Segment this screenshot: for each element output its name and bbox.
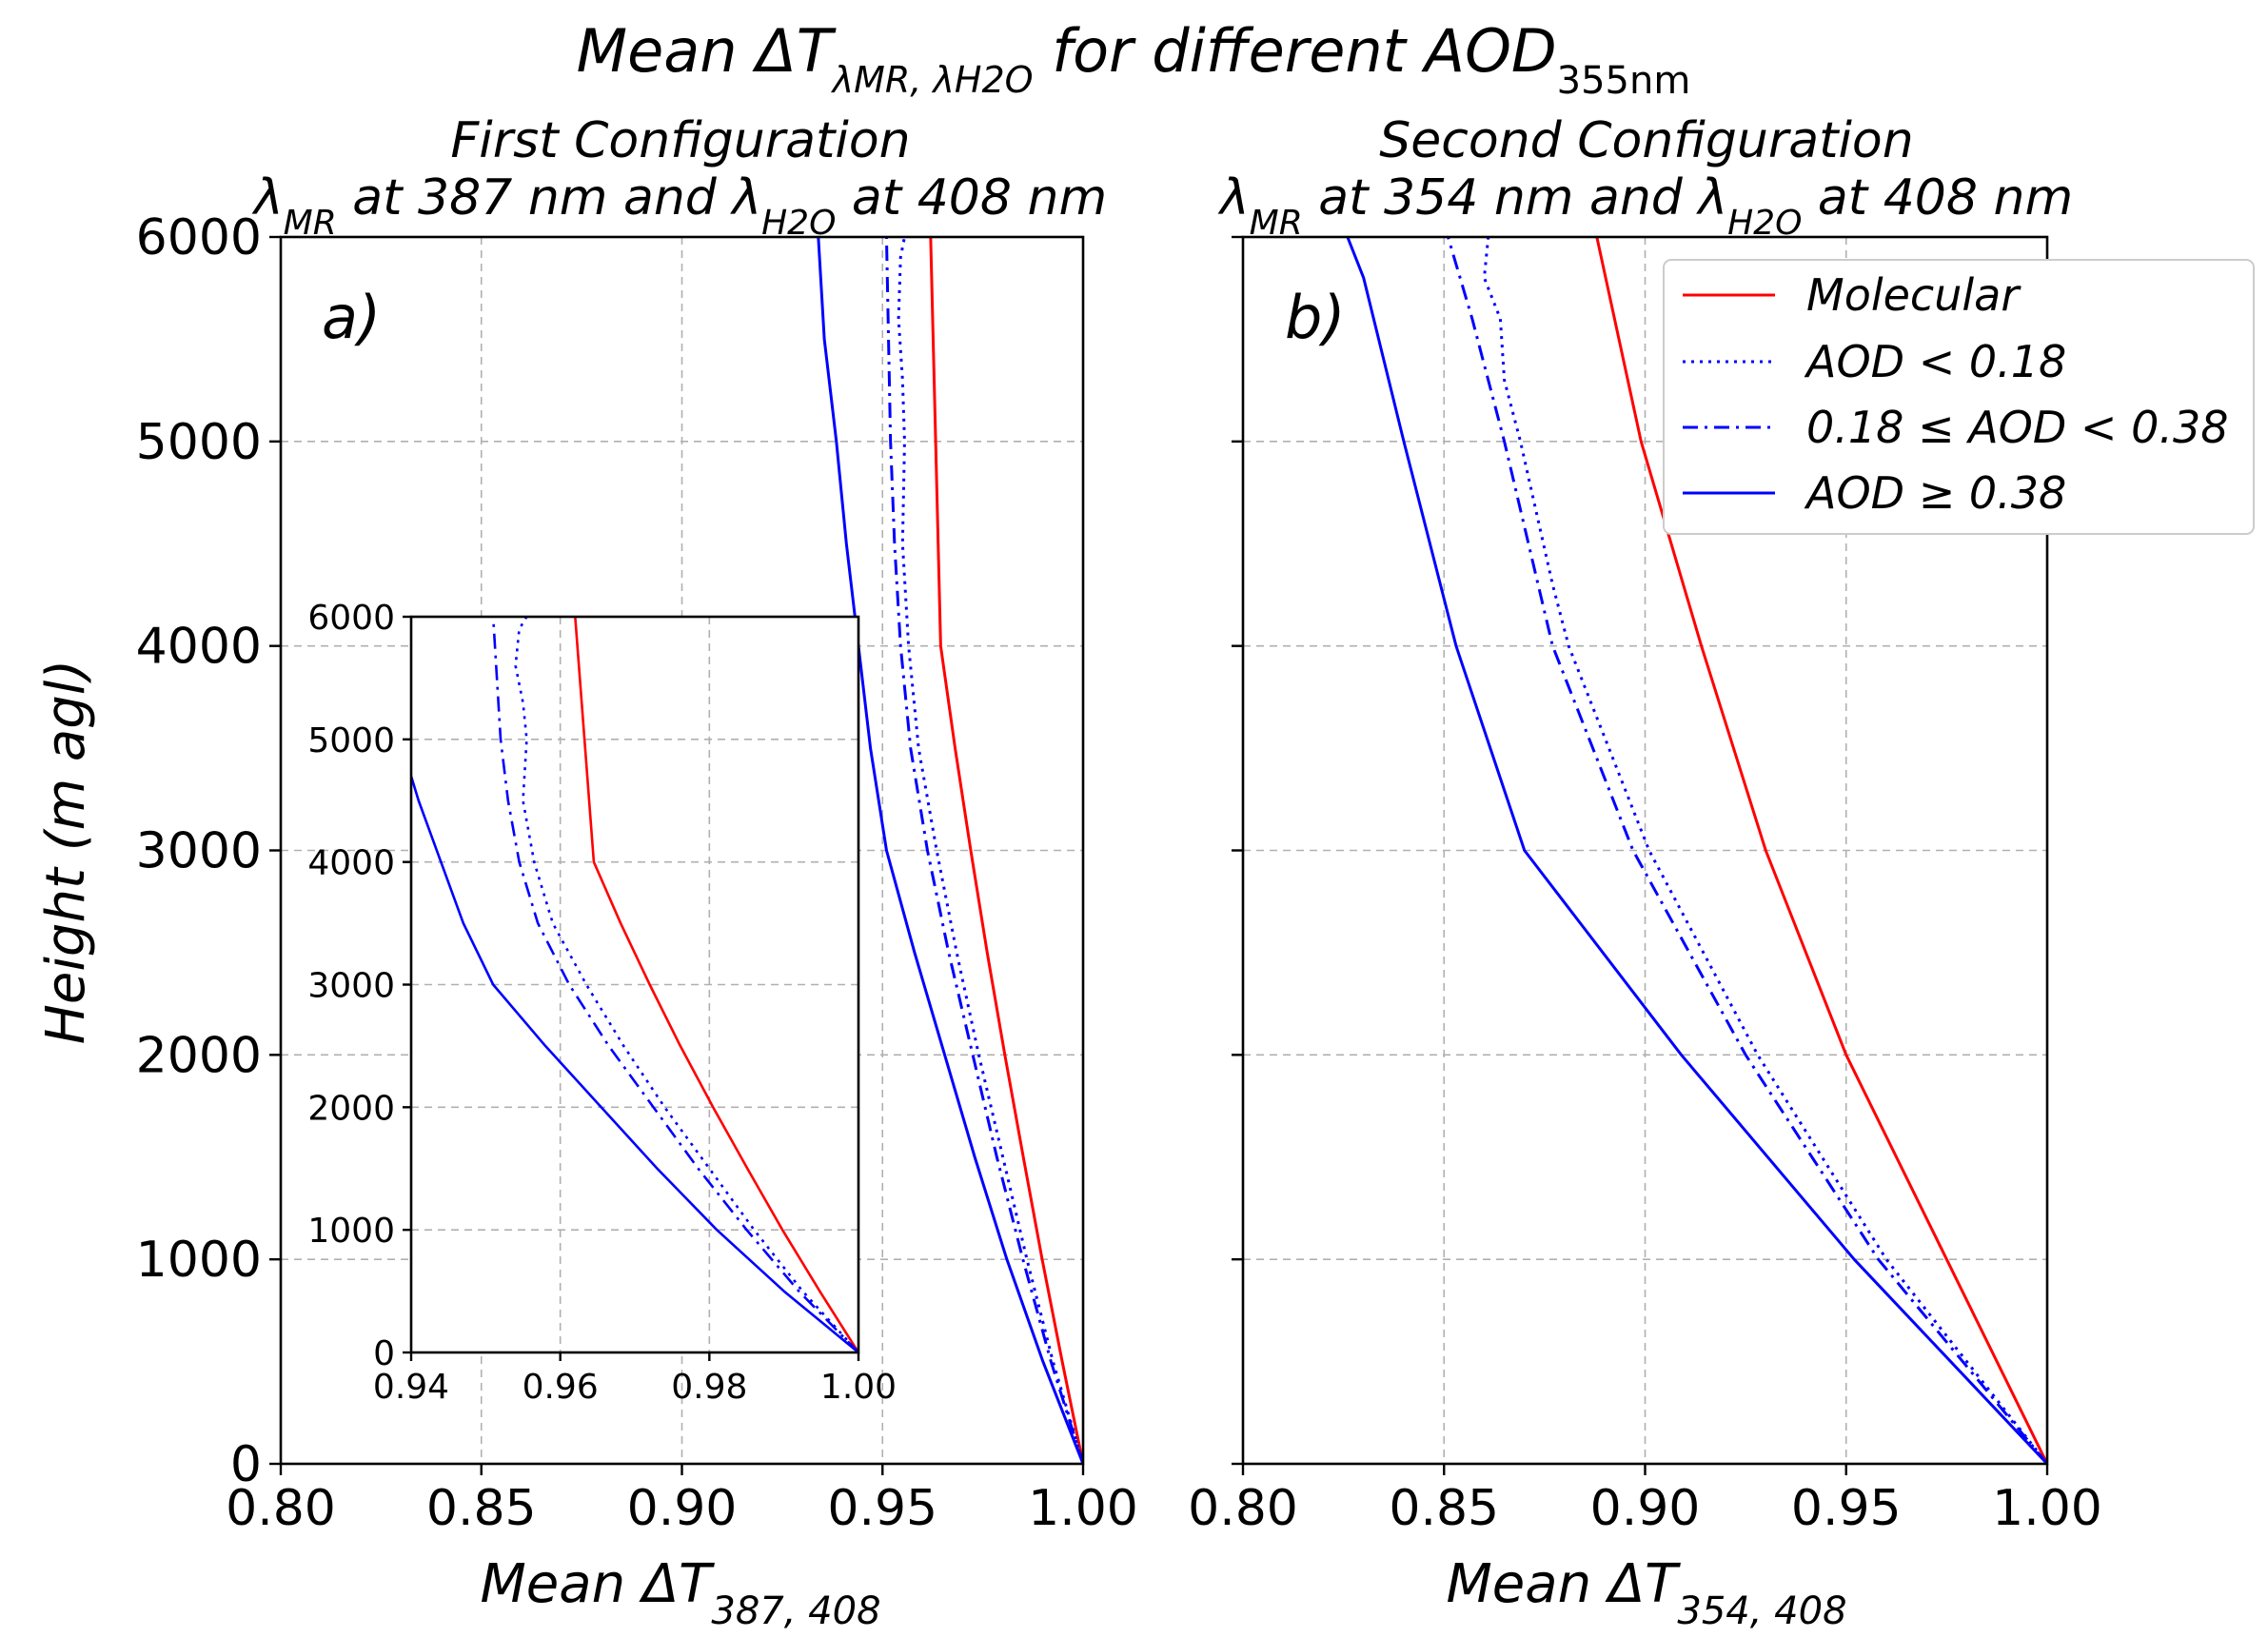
panel-b-xtick-label-3: 0.95 — [1791, 1480, 1902, 1537]
inset-xtick-label-3: 1.00 — [820, 1368, 897, 1407]
inset-xtick-label-1: 0.96 — [523, 1368, 599, 1407]
inset-ytick-label-5: 5000 — [307, 721, 395, 760]
panel-a-xtick-label-3: 0.95 — [827, 1480, 937, 1537]
panel-a-x-axis-label: Mean ΔT387, 408 — [480, 1553, 880, 1633]
inset-ytick-label-4: 4000 — [307, 844, 395, 883]
inset-ytick-label-0: 0 — [373, 1334, 395, 1373]
panel-a-chart: 0.80 0.85 0.90 0.95 1.00 0 1000 2000 3000 4000 500… — [136, 209, 1138, 1537]
inset-ytick-label-2: 2000 — [307, 1089, 395, 1128]
inset-series-0-18-aod-0-38-2 — [491, 617, 858, 1352]
inset-series-molecular-0 — [574, 617, 858, 1352]
panel-a-letter: a) — [322, 283, 381, 352]
panel-a-frame — [279, 235, 1085, 1466]
panel-a-xtick-label-1: 0.85 — [426, 1480, 537, 1537]
panel-a-inset-chart: 0.94 0.96 0.98 1.00 0 1000 2000 3000 4000 5000 600… — [307, 599, 897, 1407]
legend-label-aod-high: AOD ≥ 0.38 — [1804, 467, 2066, 519]
inset-xtick-label-0: 0.94 — [373, 1368, 449, 1407]
panel-b-letter: b) — [1285, 283, 1346, 352]
inset-ytick-label-6: 6000 — [307, 599, 395, 638]
panel-a-ytick-label-3: 3000 — [136, 823, 262, 880]
panel-a-ytick-label-5: 5000 — [136, 414, 262, 471]
legend-label-molecular: Molecular — [1806, 269, 2021, 321]
legend: Molecular AOD < 0.18 0.18 ≤ AOD < 0.38 A… — [1663, 259, 2255, 535]
inset-series-aod-0-38-3 — [411, 772, 858, 1352]
panel-b-frame — [1241, 235, 2049, 1466]
panel-b-title-line2: λMR at 354 nm and λH2O at 408 nm — [1217, 169, 2073, 243]
legend-label-aod-low: AOD < 0.18 — [1804, 336, 2066, 387]
panel-a-series-0-18-aod-0-38-2 — [884, 237, 1083, 1464]
inset-ytick-label-3: 3000 — [307, 967, 395, 1006]
panel-a-ytick-label-6: 6000 — [136, 209, 262, 266]
panel-a-title-line2: λMR at 387 nm and λH2O at 408 nm — [251, 169, 1107, 243]
panel-b-series-molecular-0 — [1595, 237, 2047, 1464]
panel-a-series-aod-0-38-3 — [817, 237, 1083, 1464]
panel-a-xtick-label-2: 0.90 — [627, 1480, 738, 1537]
panel-b-series-aod-0-38-3 — [1346, 237, 2047, 1464]
panel-b-xtick-label-2: 0.90 — [1590, 1480, 1701, 1537]
inset-xtick-label-2: 0.98 — [671, 1368, 747, 1407]
panel-a-series-molecular-0 — [929, 237, 1083, 1464]
inset-background — [411, 617, 858, 1352]
panel-b-series-0-18-aod-0-38-2 — [1447, 237, 2047, 1464]
panel-a-ytick-label-0: 0 — [230, 1436, 262, 1493]
inset-ytick-label-1: 1000 — [307, 1212, 395, 1251]
panel-a-xtick-label-4: 1.00 — [1028, 1480, 1138, 1537]
panel-b-xtick-label-0: 0.80 — [1188, 1480, 1298, 1537]
legend-label-aod-mid: 0.18 ≤ AOD < 0.38 — [1806, 402, 2229, 453]
inset-frame — [409, 615, 860, 1354]
panel-b-title-line1: Second Configuration — [1379, 112, 1913, 169]
panel-b-series-aod-0-18-1 — [1483, 237, 2047, 1464]
panel-b-chart: 0.80 0.85 0.90 0.95 1.00 — [1188, 235, 2102, 1537]
y-axis-label: Height (m agl) — [35, 660, 97, 1044]
panel-b-xtick-label-1: 0.85 — [1389, 1480, 1499, 1537]
panel-a-ytick-label-4: 4000 — [136, 619, 262, 676]
panel-a-title-line1: First Configuration — [450, 112, 910, 169]
panel-a-ytick-label-2: 2000 — [136, 1027, 262, 1084]
panel-a-xtick-label-0: 0.80 — [226, 1480, 336, 1537]
panel-a-ytick-label-1: 1000 — [136, 1232, 262, 1289]
figure-title: Mean ΔTλMR, λH2O for different AOD355nm — [577, 16, 1691, 103]
panel-b-x-axis-label: Mean ΔT354, 408 — [1446, 1553, 1846, 1633]
panel-b-xtick-label-4: 1.00 — [1992, 1480, 2102, 1537]
legend-box — [1663, 259, 2255, 535]
